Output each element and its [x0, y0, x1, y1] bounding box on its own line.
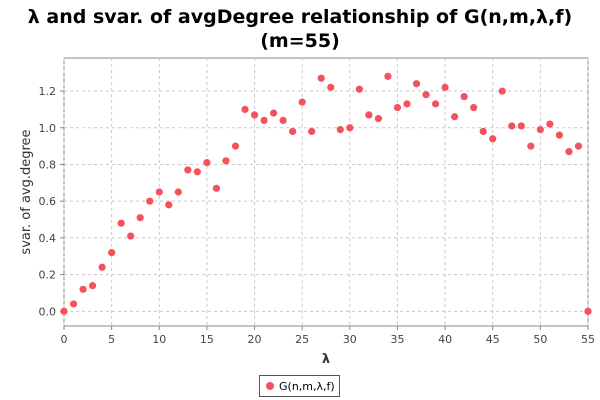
legend-marker-icon — [266, 382, 274, 390]
x-tick-label: 40 — [438, 333, 452, 346]
x-axis-label: λ — [322, 352, 330, 367]
data-point — [69, 300, 78, 308]
data-point — [527, 142, 535, 150]
data-point — [250, 111, 259, 119]
data-point — [136, 214, 144, 222]
chart-title: λ and svar. of avgDegree relationship of… — [27, 6, 573, 28]
data-point — [98, 263, 106, 271]
data-point — [422, 91, 430, 99]
grid-lines — [63, 58, 589, 326]
y-tick-label: 0.6 — [39, 195, 57, 208]
data-point — [127, 232, 135, 240]
data-point — [431, 100, 440, 108]
y-tick-label: 1.2 — [39, 85, 57, 98]
data-point — [517, 122, 525, 130]
data-point — [155, 188, 163, 196]
x-tick-label: 0 — [61, 333, 68, 346]
data-point — [555, 131, 564, 139]
y-axis-label: svar. of avg.degree — [19, 129, 34, 254]
data-point — [384, 72, 392, 80]
data-point — [393, 103, 402, 112]
data-point — [374, 114, 382, 123]
data-point — [460, 92, 468, 101]
chart-subtitle: (m=55) — [260, 30, 340, 52]
data-point — [203, 159, 211, 167]
data-point — [508, 122, 516, 130]
data-point — [289, 127, 297, 136]
data-point — [270, 109, 278, 117]
y-tick-label: 1.0 — [39, 122, 57, 135]
data-point — [79, 285, 87, 293]
data-point — [174, 188, 182, 196]
data-point — [260, 116, 268, 125]
data-point — [498, 87, 506, 95]
legend: G(n,m,λ,f) — [259, 375, 340, 397]
data-point — [355, 85, 363, 93]
data-point — [308, 127, 316, 136]
data-point — [231, 142, 240, 150]
x-tick-label: 15 — [200, 333, 214, 346]
x-tick-label: 30 — [343, 333, 357, 346]
data-point — [365, 111, 373, 119]
x-tick-label: 10 — [152, 333, 166, 346]
data-point — [584, 307, 592, 315]
x-axis-ticks: 0 5 10 15 20 25 30 35 40 45 50 55 — [61, 326, 595, 346]
data-point — [298, 98, 306, 106]
y-tick-label: 0.2 — [39, 269, 57, 282]
plot-area — [63, 57, 589, 327]
x-tick-label: 25 — [295, 333, 309, 346]
data-point — [470, 103, 478, 112]
data-point — [489, 135, 497, 143]
data-point — [165, 201, 173, 209]
x-tick-label: 5 — [108, 333, 115, 346]
data-point — [327, 83, 335, 91]
data-point — [536, 125, 544, 134]
y-axis-ticks: 0.0 0.2 0.4 0.6 0.8 1.0 1.2 — [39, 85, 64, 318]
y-tick-label: 0.8 — [39, 158, 57, 171]
data-point — [441, 83, 449, 91]
data-point — [546, 120, 554, 128]
data-point — [108, 248, 116, 257]
data-point — [117, 219, 125, 227]
x-tick-label: 35 — [390, 333, 404, 346]
data-point — [412, 80, 421, 88]
y-tick-label: 0.0 — [39, 305, 57, 318]
data-point — [346, 124, 354, 132]
data-point — [184, 166, 192, 174]
data-point — [574, 142, 583, 150]
data-point — [317, 74, 325, 82]
x-tick-label: 50 — [533, 333, 547, 346]
legend-label: G(n,m,λ,f) — [279, 379, 335, 393]
x-tick-label: 45 — [486, 333, 500, 346]
data-point — [403, 100, 411, 108]
data-point — [479, 127, 487, 136]
x-tick-label: 20 — [248, 333, 262, 346]
data-point — [279, 116, 287, 125]
data-points — [60, 72, 592, 315]
data-point — [193, 168, 201, 176]
data-point — [222, 157, 230, 165]
data-point — [88, 282, 97, 290]
data-point — [336, 125, 344, 134]
x-tick-label: 55 — [581, 333, 595, 346]
data-point — [146, 197, 154, 205]
data-point — [60, 307, 68, 315]
data-point — [451, 113, 459, 121]
y-tick-label: 0.4 — [39, 232, 57, 245]
data-point — [241, 105, 249, 113]
data-point — [565, 148, 573, 156]
data-point — [212, 184, 221, 192]
